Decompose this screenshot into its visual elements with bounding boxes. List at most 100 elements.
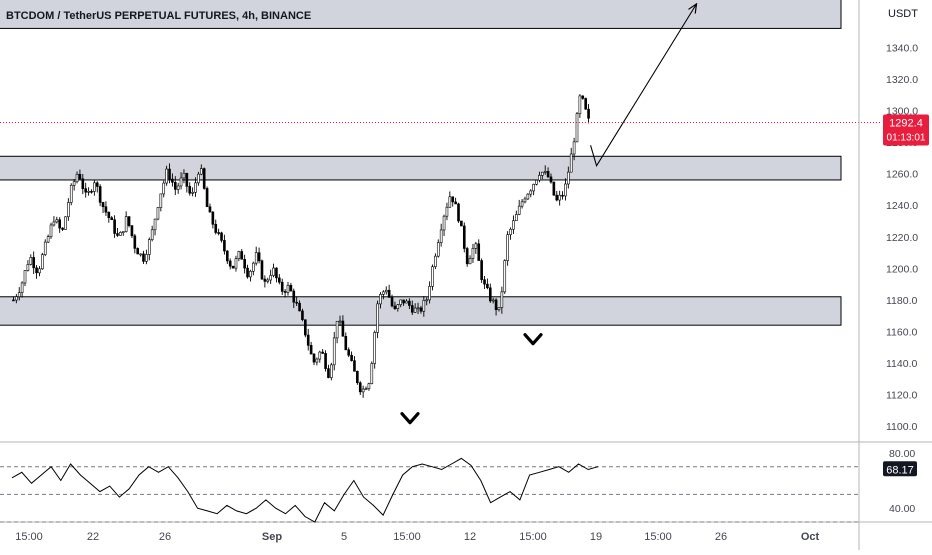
candle	[523, 196, 527, 204]
candle	[176, 182, 180, 194]
swing-low-chevron-icon[interactable]	[523, 333, 543, 346]
candle	[561, 191, 564, 200]
candle	[110, 216, 114, 221]
candle	[451, 196, 455, 207]
time-tick-label: 15:00	[15, 531, 43, 543]
candle	[327, 364, 330, 379]
candle	[101, 201, 105, 213]
candle	[194, 177, 197, 197]
time-tick-label: 19	[590, 531, 602, 543]
candle	[410, 300, 414, 316]
candlesticks	[12, 94, 590, 398]
candle	[468, 255, 472, 265]
candle	[587, 104, 590, 124]
candle	[26, 260, 30, 272]
candle	[295, 296, 298, 307]
candle	[448, 191, 452, 208]
candle	[142, 250, 145, 264]
price-tick-label: 1180.0	[886, 295, 917, 307]
candle	[153, 218, 157, 236]
candle	[191, 187, 194, 197]
candle	[147, 237, 151, 261]
candle	[567, 166, 570, 189]
time-axis[interactable]: 15:00 22 26 Sep 5 15:00 12 15:00 19 15:00 26 Oct	[15, 531, 819, 543]
candle	[52, 216, 56, 227]
candle	[315, 357, 319, 366]
candle	[150, 225, 154, 242]
candle	[130, 225, 134, 239]
candle	[408, 298, 411, 309]
candle	[465, 246, 469, 267]
candle	[442, 214, 446, 236]
currency-label: USDT	[888, 8, 918, 20]
time-tick-label: 22	[87, 531, 99, 543]
candle	[526, 193, 530, 200]
candle	[520, 199, 524, 209]
candle	[564, 178, 567, 201]
candle	[41, 252, 44, 270]
time-tick-label: 15:00	[519, 531, 547, 543]
candle	[431, 264, 434, 291]
candle	[486, 278, 489, 290]
candle	[32, 251, 35, 274]
candle	[347, 347, 350, 358]
candle	[304, 319, 307, 338]
candle	[364, 386, 368, 391]
candle	[12, 296, 15, 302]
price-axis[interactable]: 1100.0 1120.0 1140.0 1160.0 1180.0 1200.0 1220…	[886, 42, 918, 433]
candle	[543, 165, 547, 175]
price-tick-label: 1200.0	[886, 263, 918, 275]
price-tick-label: 1120.0	[886, 390, 917, 402]
candle	[330, 362, 333, 381]
price-tick-label: 1220.0	[886, 232, 918, 244]
candle	[237, 250, 241, 262]
rsi-tick-label: 40.00	[889, 503, 915, 515]
candle	[382, 290, 385, 300]
candle	[546, 167, 550, 178]
candle	[370, 361, 374, 385]
candle	[90, 189, 93, 194]
candle	[257, 247, 261, 264]
candle	[20, 281, 24, 298]
candle	[113, 215, 116, 238]
rsi-value-badge: 68.17	[883, 461, 917, 477]
candle	[38, 266, 41, 277]
candle	[29, 254, 33, 266]
candle	[356, 370, 359, 385]
candle	[199, 164, 203, 176]
candle	[67, 198, 70, 221]
candle	[162, 180, 166, 198]
candle	[436, 239, 440, 258]
candle	[572, 137, 576, 161]
candle	[159, 193, 163, 212]
candle	[217, 228, 220, 236]
candle	[263, 275, 267, 288]
candle	[335, 320, 339, 344]
sr-zone-2[interactable]	[0, 155, 842, 181]
candle	[416, 302, 420, 314]
rsi-axis[interactable]: 80.00 40.00	[889, 448, 915, 515]
candle	[445, 202, 449, 221]
candle	[549, 173, 553, 184]
candle	[396, 304, 400, 312]
candle	[488, 283, 492, 303]
candle	[318, 350, 322, 363]
candle	[266, 277, 270, 284]
time-tick-label: 26	[715, 531, 727, 543]
symbol-title[interactable]: BTCDOM / TetherUS PERPETUAL FUTURES, 4h,…	[6, 10, 311, 22]
swing-low-chevron-icon[interactable]	[400, 412, 420, 425]
sr-zone-1[interactable]	[0, 0, 842, 29]
candle	[269, 269, 272, 284]
rsi-pane	[0, 457, 859, 523]
candle	[405, 299, 408, 304]
candle	[121, 231, 125, 236]
candle	[202, 167, 206, 190]
candle	[93, 180, 96, 196]
candle	[275, 267, 278, 283]
candle	[81, 173, 85, 195]
candle	[353, 356, 356, 372]
projection-arrow[interactable]	[590, 5, 696, 168]
candle	[156, 207, 160, 221]
